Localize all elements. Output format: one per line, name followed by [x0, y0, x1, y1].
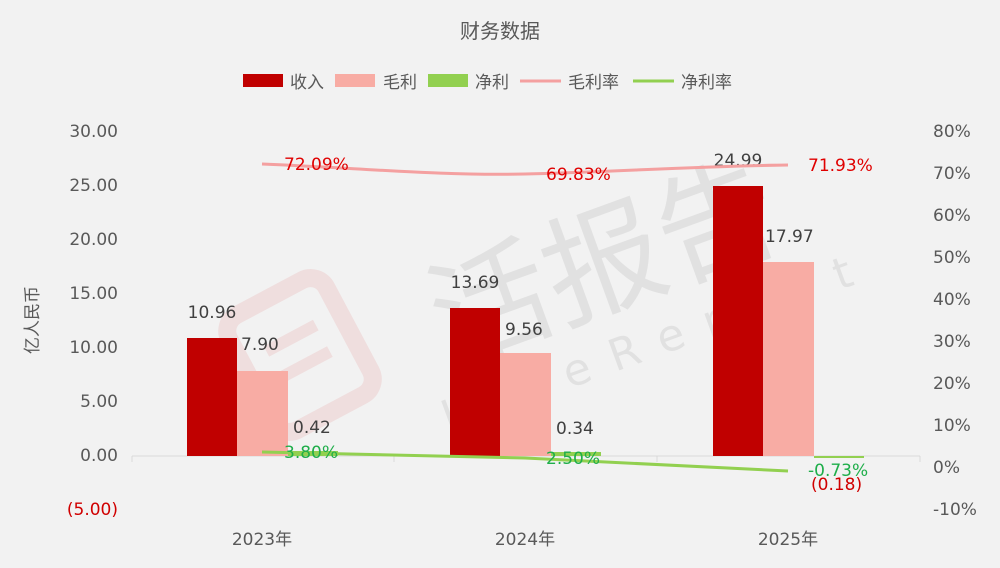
bar-group-2024: 13.69 9.56 0.34 [450, 273, 601, 456]
y2-tick: 80% [933, 122, 971, 142]
bar-value-label: 9.56 [505, 320, 543, 340]
legend-label: 收入 [290, 73, 324, 93]
bar-revenue[interactable] [713, 186, 763, 456]
x-axis: 2023年 2024年 2025年 [131, 455, 921, 550]
bar-gross[interactable] [500, 353, 551, 456]
bar-net[interactable] [814, 456, 864, 458]
y-axis-label: 亿人民币 [23, 286, 43, 354]
legend-label: 毛利 [383, 73, 417, 93]
legend-swatch-revenue [243, 74, 283, 87]
y-tick: 0.00 [80, 446, 118, 466]
bar-gross[interactable] [763, 262, 814, 456]
bar-value-label: 7.90 [241, 335, 279, 355]
y-tick: (5.00) [67, 500, 118, 520]
chart-title: 财务数据 [460, 19, 540, 43]
y2-tick: 30% [933, 332, 971, 352]
x-category-label: 2024年 [495, 530, 555, 550]
legend-swatch-gross [335, 74, 375, 87]
y2-tick: -10% [933, 500, 977, 520]
y-tick: 30.00 [69, 122, 118, 142]
bar-value-label: 10.96 [188, 303, 237, 323]
line-value-label: 71.93% [808, 156, 873, 176]
line-net-margin: 3.80% 2.50% -0.73% [261, 443, 868, 481]
bar-revenue[interactable] [187, 338, 237, 456]
y-tick: 25.00 [69, 176, 118, 196]
legend-item-net[interactable]: 净利 [428, 73, 509, 93]
line-value-label: 72.09% [284, 155, 349, 175]
line-value-label: 3.80% [284, 443, 338, 463]
legend-swatch-net [428, 74, 468, 87]
bar-net[interactable] [551, 452, 601, 456]
bar-value-label: 13.69 [451, 273, 500, 293]
legend-item-gross[interactable]: 毛利 [335, 73, 417, 93]
line-value-label: 2.50% [546, 449, 600, 469]
bar-revenue[interactable] [450, 308, 500, 456]
x-category-label: 2023年 [232, 530, 292, 550]
bar-value-label: 0.34 [556, 419, 594, 439]
y2-tick: 70% [933, 164, 971, 184]
line-value-label: -0.73% [808, 461, 868, 481]
y2-tick: 20% [933, 374, 971, 394]
legend-label: 毛利率 [568, 73, 619, 93]
bar-group-2025: 24.99 17.97 (0.18) [713, 151, 864, 495]
y2-tick: 40% [933, 290, 971, 310]
legend-label: 净利 [475, 73, 509, 93]
legend-item-gross-margin[interactable]: 毛利率 [520, 73, 619, 93]
y-tick: 20.00 [69, 230, 118, 250]
line-gross-margin: 72.09% 69.83% 71.93% [261, 155, 873, 185]
line-value-label: 69.83% [546, 165, 611, 185]
legend-item-net-margin[interactable]: 净利率 [633, 73, 732, 93]
y-tick: 5.00 [80, 392, 118, 412]
line-path-gross-margin[interactable] [261, 162, 789, 176]
legend-item-revenue[interactable]: 收入 [243, 73, 324, 93]
bar-value-label: (0.18) [811, 475, 862, 495]
y2-tick: 0% [933, 458, 960, 478]
x-category-label: 2025年 [758, 530, 818, 550]
bar-gross[interactable] [237, 371, 288, 456]
left-axis: 30.00 25.00 20.00 15.00 10.00 5.00 0.00 … [23, 122, 118, 520]
line-path-net-margin[interactable] [261, 450, 789, 473]
bar-value-label: 17.97 [765, 227, 814, 247]
y-tick: 15.00 [69, 284, 118, 304]
y2-tick: 60% [933, 206, 971, 226]
bar-value-label: 0.42 [293, 418, 331, 438]
y2-tick: 50% [933, 248, 971, 268]
right-axis: 80% 70% 60% 50% 40% 30% 20% 10% 0% -10% [933, 122, 977, 520]
legend: 收入 毛利 净利 毛利率 净利率 [243, 73, 732, 93]
y2-tick: 10% [933, 416, 971, 436]
bar-group-2023: 10.96 7.90 0.42 [187, 303, 338, 456]
y-tick: 10.00 [69, 338, 118, 358]
legend-label: 净利率 [681, 73, 732, 93]
